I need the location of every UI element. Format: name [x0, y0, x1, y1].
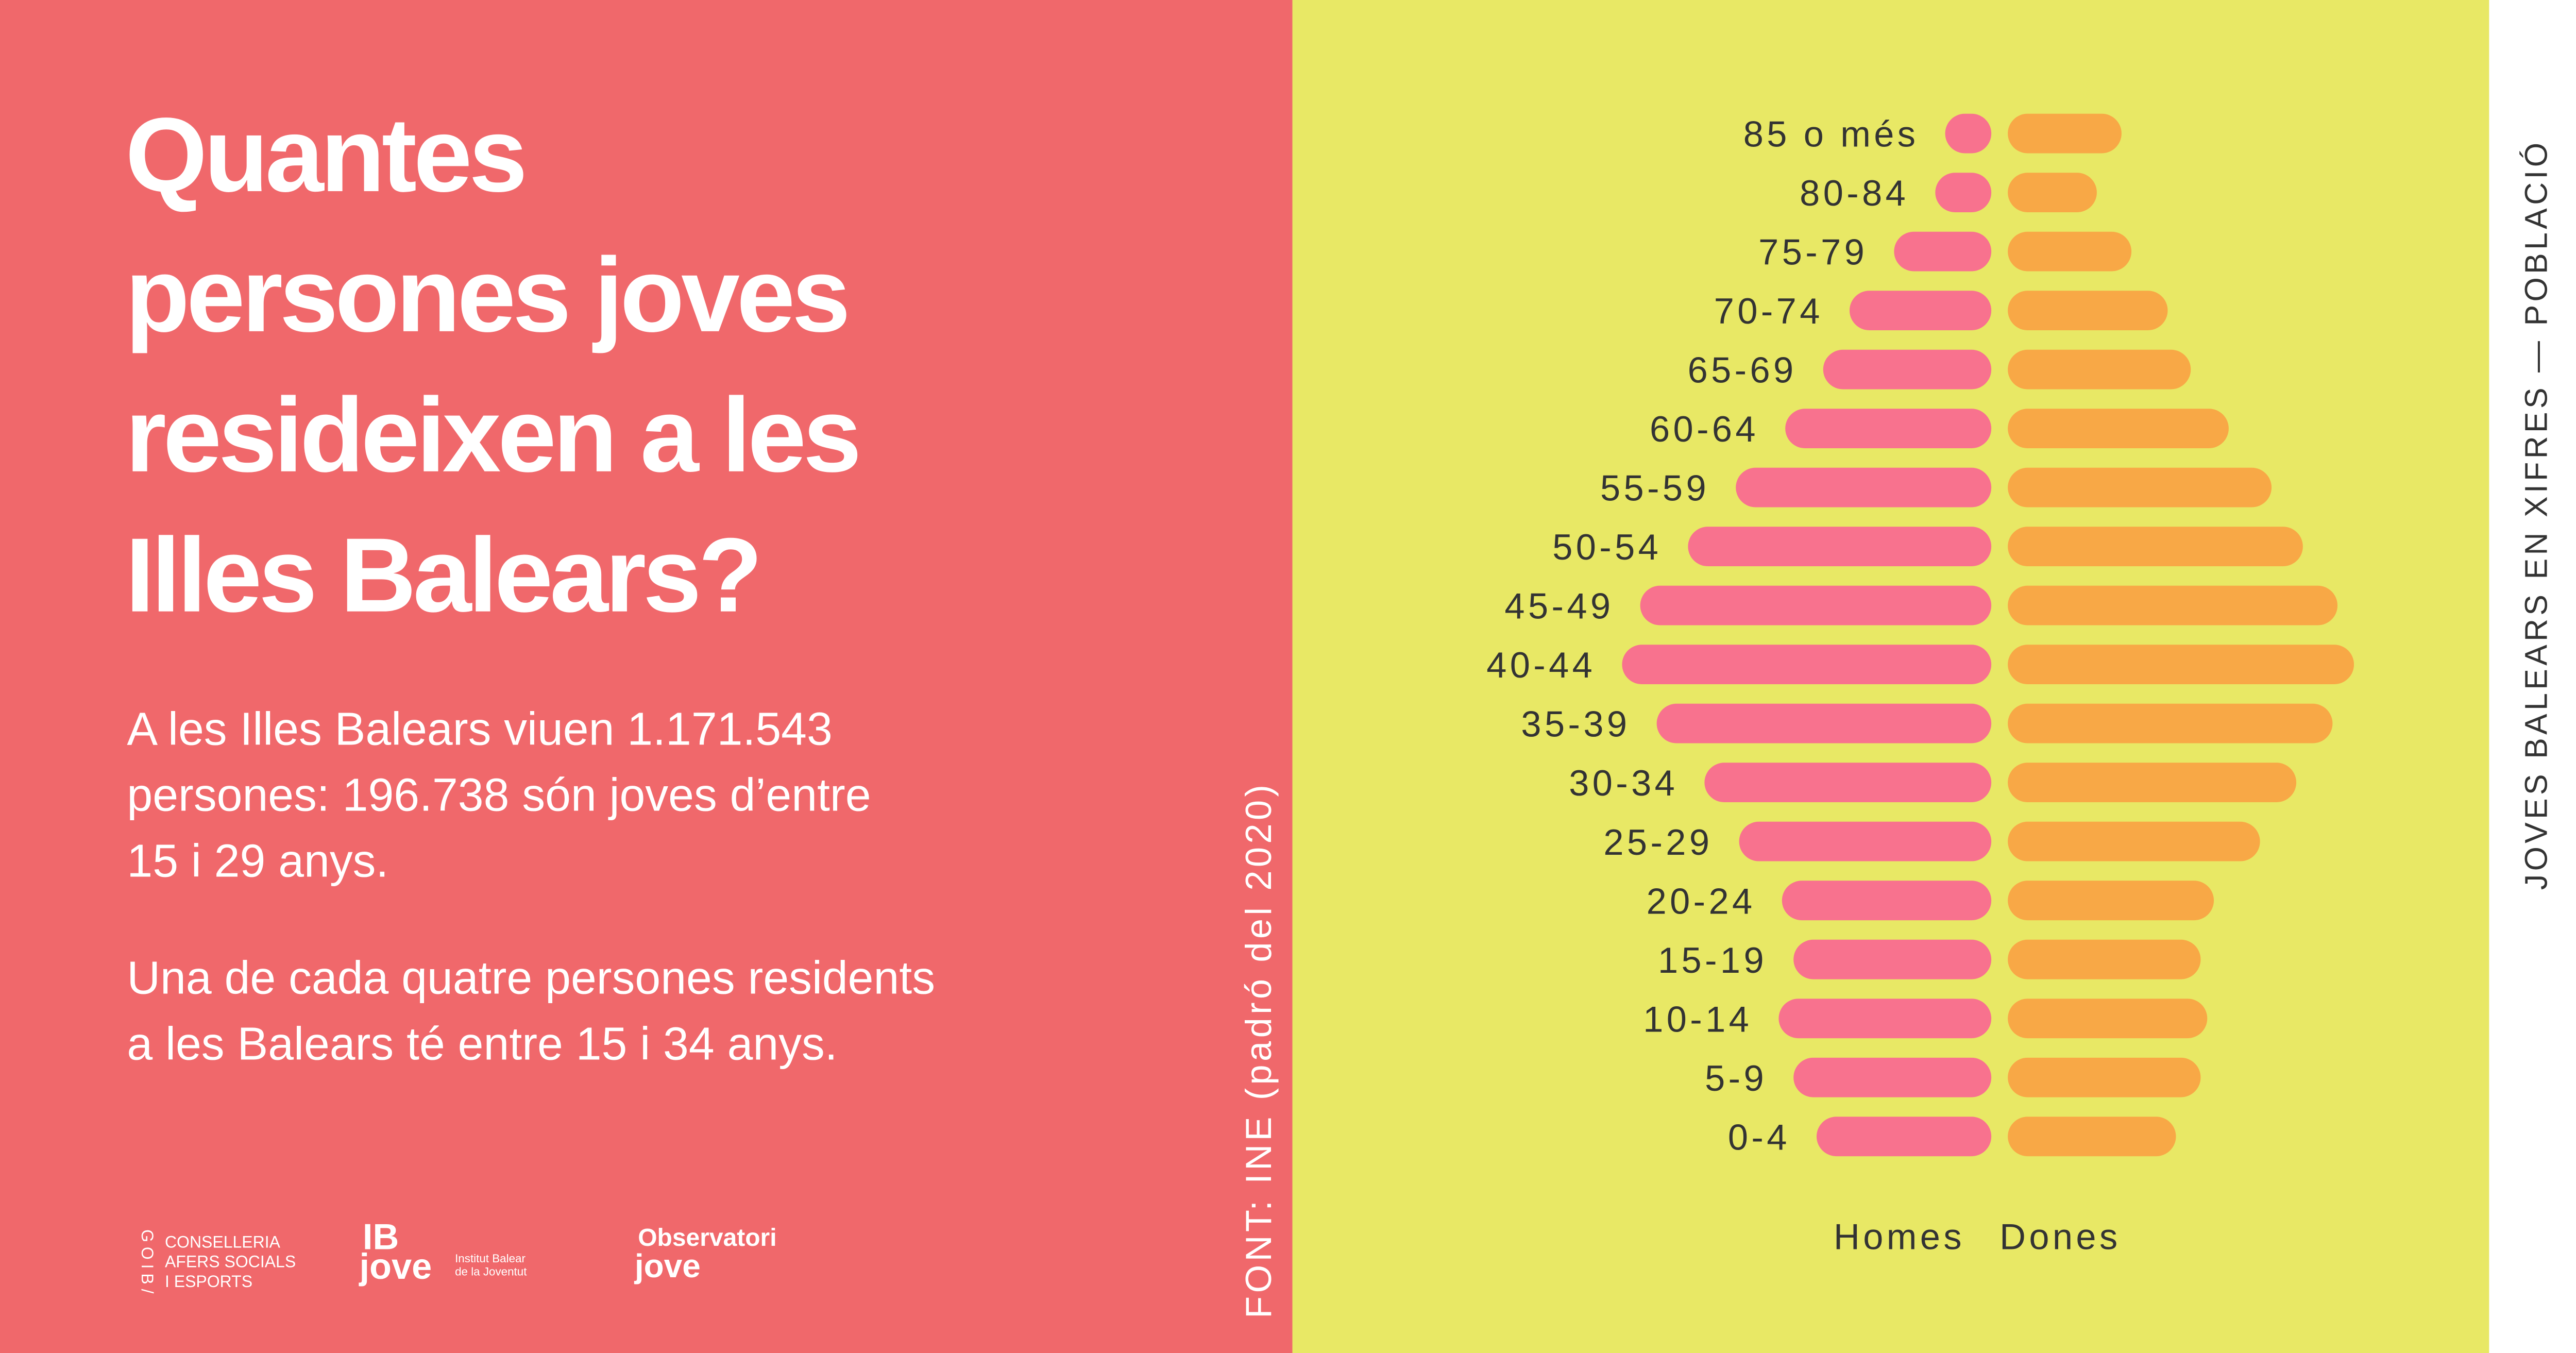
category-label: 20-24	[1647, 881, 1756, 921]
title-line: Quantes	[125, 96, 524, 214]
legend-label: Homes	[1834, 1216, 1965, 1257]
category-label: 70-74	[1714, 291, 1823, 331]
bar	[2008, 467, 2272, 508]
bar	[1935, 173, 1992, 212]
logo-text: Institut Balear	[455, 1252, 526, 1265]
bar	[2008, 1057, 2201, 1097]
logo-text: CONSELLERIA	[165, 1232, 281, 1251]
logo-text: I ESPORTS	[165, 1272, 252, 1291]
bar	[1849, 291, 1992, 330]
bar	[1704, 763, 1992, 803]
bar	[1782, 881, 1992, 921]
bar	[2008, 645, 2354, 685]
category-label: 55-59	[1600, 468, 1709, 509]
category-label: 35-39	[1521, 704, 1630, 745]
bar	[2008, 349, 2191, 390]
category-label: 80-84	[1800, 173, 1909, 213]
bar	[1793, 939, 1992, 979]
bar	[2008, 113, 2122, 154]
bar	[2008, 585, 2338, 625]
category-label: 60-64	[1650, 409, 1759, 449]
logo-text: de la Joventut	[455, 1265, 527, 1278]
title-line: persones joves	[125, 236, 847, 354]
category-label: 0-4	[1728, 1117, 1790, 1157]
bar	[1816, 1117, 1992, 1157]
bar	[2008, 821, 2260, 861]
bar	[2008, 939, 2201, 979]
bar	[1640, 585, 1992, 625]
category-label: 45-49	[1504, 586, 1614, 627]
bar	[2008, 999, 2208, 1039]
bar	[1823, 349, 1992, 390]
bar	[2008, 703, 2333, 743]
bar	[1688, 527, 1992, 567]
category-label: 85 o més	[1743, 114, 1919, 155]
category-label: 65-69	[1688, 350, 1797, 391]
category-label: 15-19	[1658, 940, 1767, 980]
paragraph: a les Balears té entre 15 i 34 anys.	[127, 1018, 837, 1070]
logo-text: G O I B /	[138, 1229, 157, 1294]
logo-text: Observatori	[638, 1224, 776, 1251]
category-label: 40-44	[1486, 645, 1596, 685]
source: FONT: INE (padró del 2020)	[1238, 782, 1279, 1318]
side-strip	[2489, 0, 2576, 1353]
bar	[2008, 1117, 2176, 1157]
bar	[1778, 999, 1992, 1039]
bar	[2008, 173, 2097, 212]
paragraph: Una de cada quatre persones residents	[127, 952, 935, 1004]
paragraph: A les Illes Balears viuen 1.171.543	[127, 703, 832, 755]
bar	[2008, 231, 2132, 272]
title-line: resideixen a les	[125, 377, 858, 494]
category-label: 10-14	[1643, 999, 1752, 1039]
bar	[2008, 291, 2168, 330]
category-label: 30-34	[1569, 763, 1678, 803]
legend-label: Dones	[1999, 1216, 2121, 1257]
bar	[1793, 1057, 1992, 1097]
series-label: JOVES BALEARS EN XIFRES — POBLACIÓ	[2518, 140, 2553, 890]
bar	[2008, 763, 2297, 803]
left-panel	[0, 0, 1293, 1353]
bar	[2008, 527, 2303, 567]
bar	[1894, 231, 1992, 272]
paragraph: persones: 196.738 són joves d’entre	[127, 769, 871, 821]
category-label: 75-79	[1758, 232, 1868, 273]
category-label: 5-9	[1705, 1058, 1767, 1098]
bar	[1945, 113, 1992, 154]
bar	[1736, 467, 1992, 508]
bar	[1656, 703, 1992, 743]
logo-text: jove	[634, 1247, 701, 1284]
bar	[1739, 821, 1992, 861]
logo-text: jove	[359, 1246, 432, 1287]
logo-text: AFERS SOCIALS	[165, 1253, 296, 1271]
bar	[2008, 409, 2229, 449]
paragraph: 15 i 29 anys.	[127, 835, 388, 887]
bar	[1785, 409, 1992, 449]
title-line: Illes Balears?	[125, 517, 759, 634]
bar	[1622, 645, 1992, 685]
logo-text: IB	[363, 1216, 399, 1257]
bar	[2008, 881, 2214, 921]
category-label: 25-29	[1603, 822, 1713, 862]
category-label: 50-54	[1552, 527, 1662, 567]
